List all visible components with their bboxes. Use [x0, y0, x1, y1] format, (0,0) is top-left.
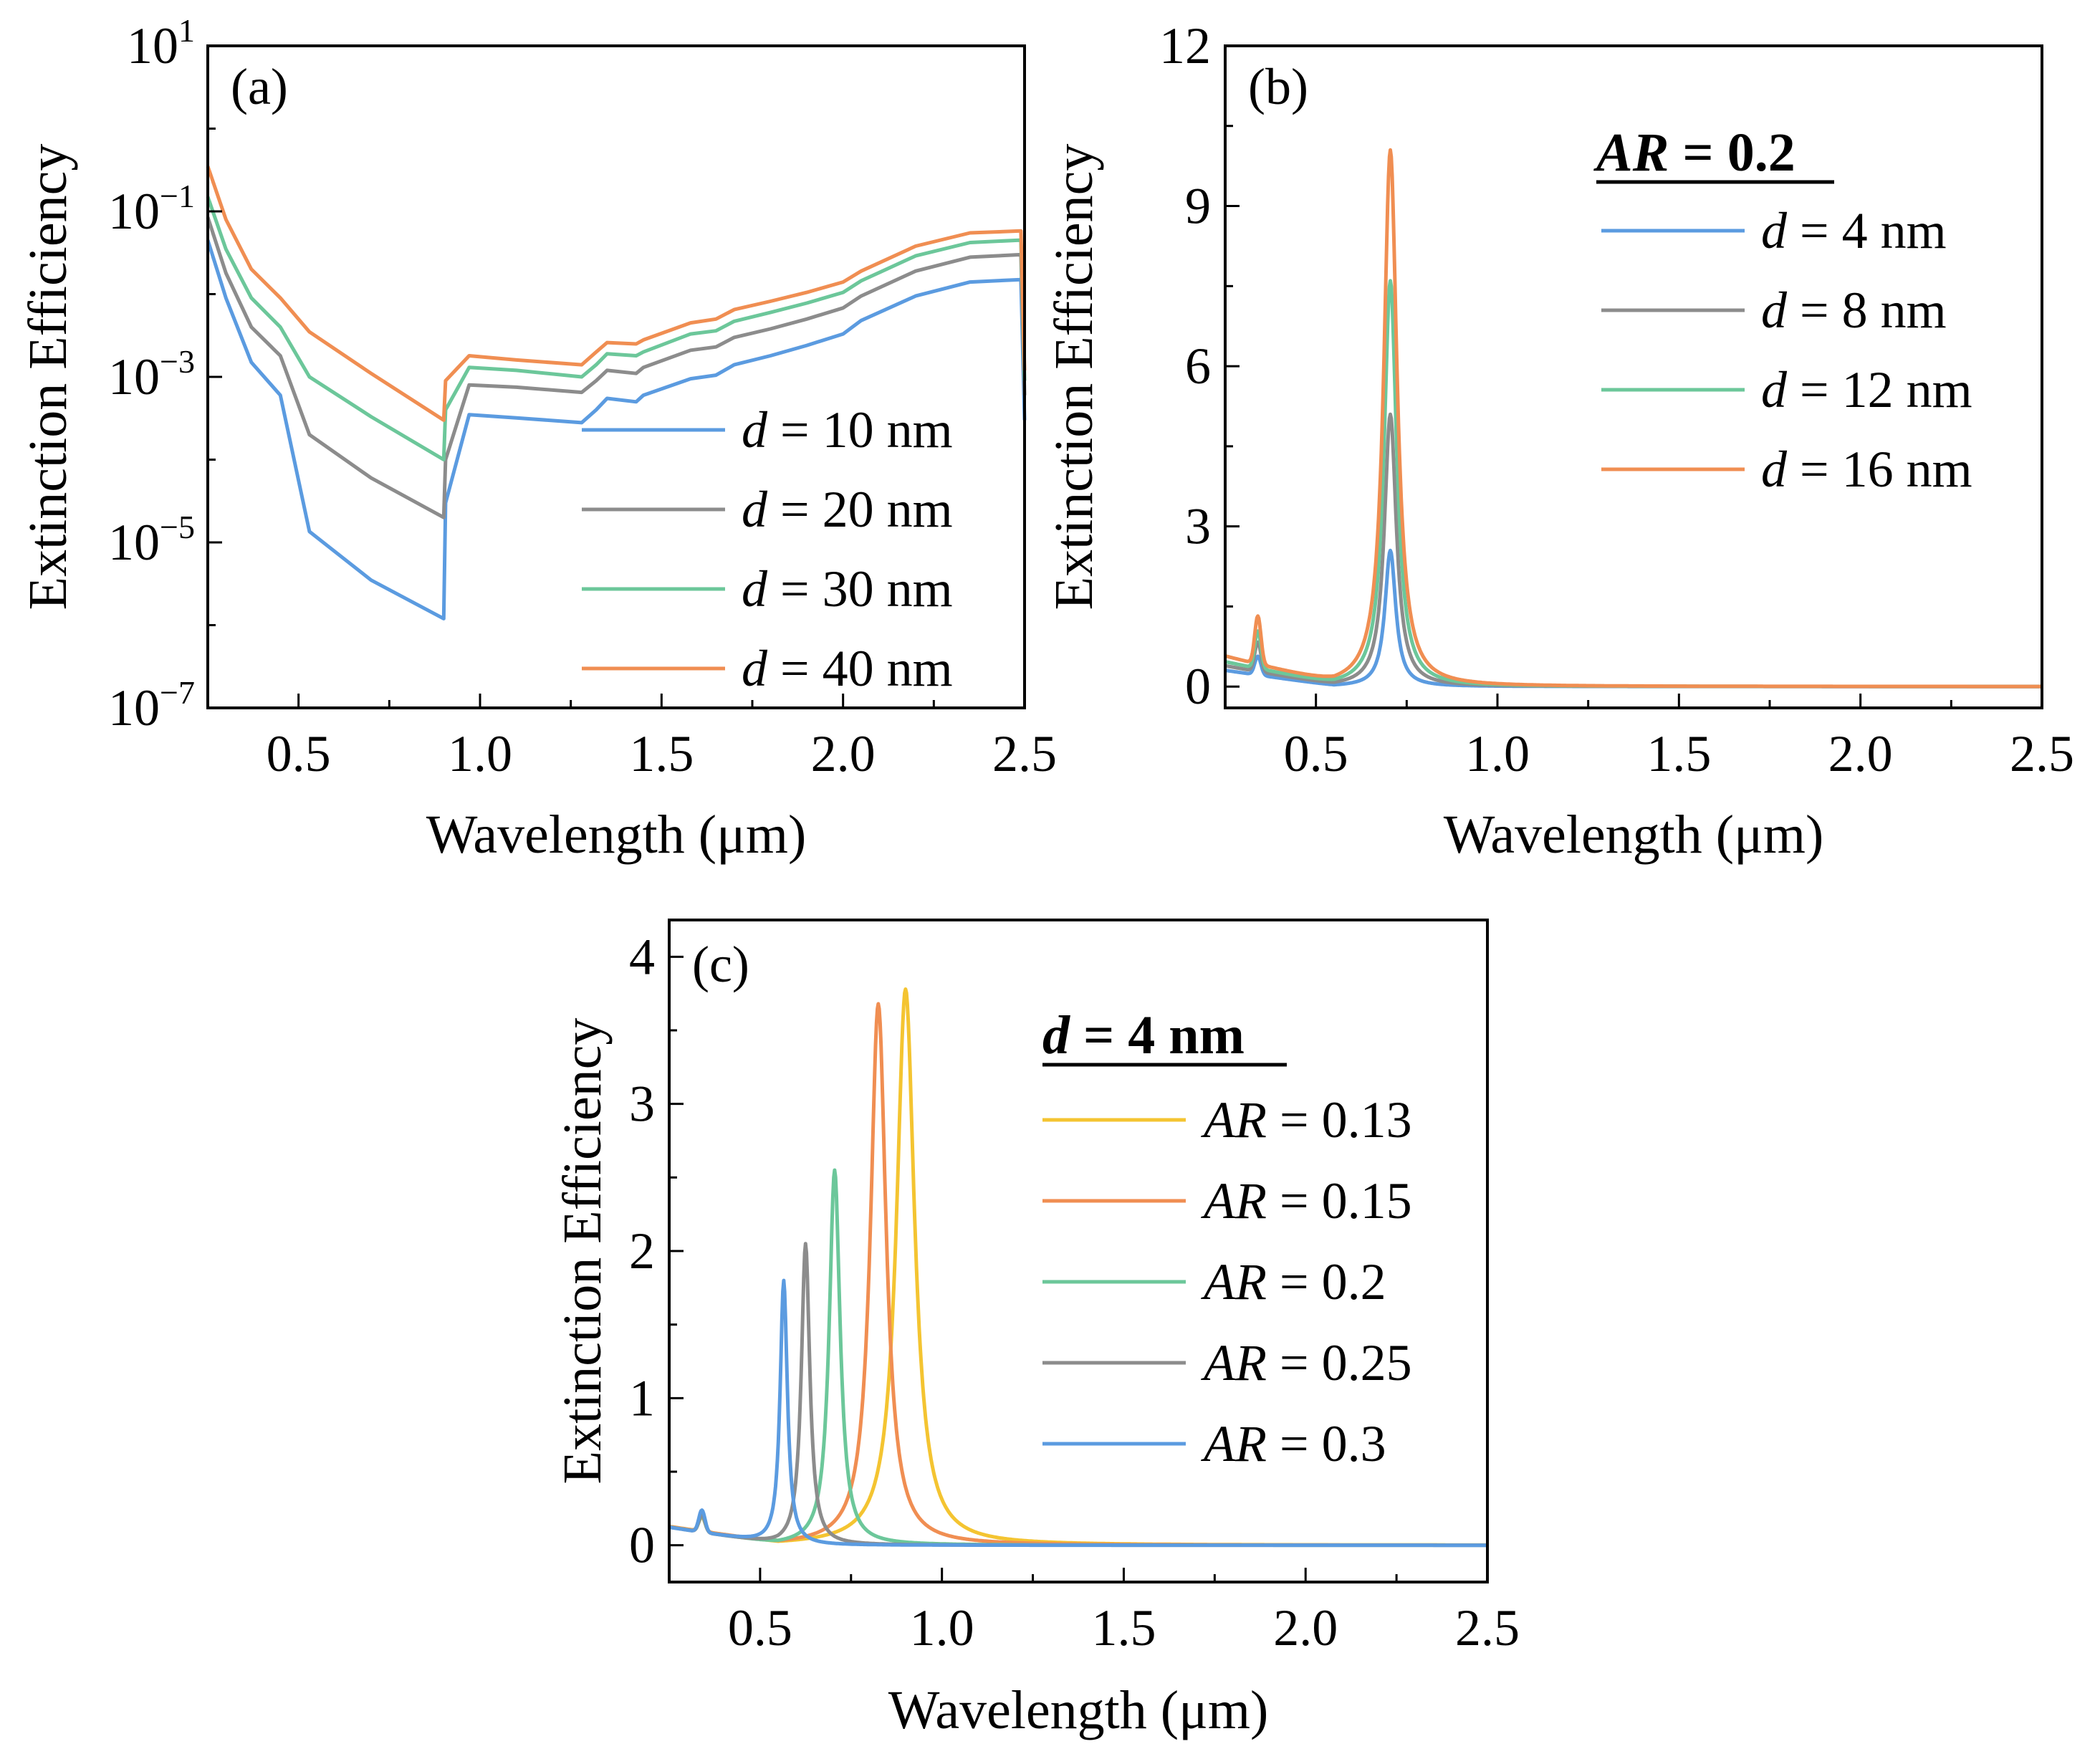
- panel-b-y-tick-label: 3: [1185, 498, 1211, 555]
- panel-b-legend: AR = 0.2 d = 4 nm d = 8 nm d = 12 nm d = 16 …: [1593, 123, 1972, 498]
- panel-b-y-axis-label: Extinction Efficiency: [1044, 144, 1104, 610]
- legend-entry: d = 12 nm: [1761, 361, 1972, 418]
- panel-c-y-tick-label: 4: [629, 928, 655, 985]
- panel-b-x-tick-label: 1.5: [1646, 725, 1711, 782]
- panel-a-legend: d = 10 nm d = 20 nm d = 30 nm d = 40 nm: [582, 401, 953, 697]
- panel-b-x-tick-label: 2.0: [1828, 725, 1893, 782]
- panel-b-x-tick-label: 2.5: [2010, 725, 2074, 782]
- panel-c-y-tick-label: 3: [629, 1075, 655, 1133]
- panel-b-y-tick-label: 12: [1159, 17, 1211, 75]
- series-line--16-nm: [1224, 148, 2043, 689]
- legend-entry: AR = 0.15: [1201, 1172, 1412, 1230]
- panel-b-y-tick-label: 9: [1185, 178, 1211, 235]
- legend-entry: d = 16 nm: [1761, 441, 1972, 498]
- legend-entry: d = 4 nm: [1761, 202, 1947, 259]
- panel-c-y-tick-label: 2: [629, 1222, 655, 1280]
- panel-c-y-axis-label: Extinction Efficiency: [552, 1018, 613, 1485]
- panel-c-y-tick-label: 1: [629, 1369, 655, 1427]
- panel-c-x-tick-label: 1.0: [910, 1599, 974, 1657]
- panel-a-ticks: 0.5 1.0 1.5 2.0 2.5 101 10−1 10−3 10−5 10−7: [108, 12, 1057, 782]
- panel-c-x-tick-label: 2.5: [1455, 1599, 1520, 1657]
- panel-c-x-tick-label: 2.0: [1273, 1599, 1338, 1657]
- legend-entry: AR = 0.3: [1201, 1415, 1386, 1472]
- panel-c-x-tick-label: 1.5: [1091, 1599, 1156, 1657]
- panel-c-series: [668, 987, 1489, 1548]
- panel-a-y-tick-label: 101: [127, 12, 195, 75]
- panel-a: 0.5 1.0 1.5 2.0 2.5 101 10−1 10−3 10−5 10−7 (a) W…: [18, 12, 1057, 865]
- panel-c-ticks: 0.5 1.0 1.5 2.0 2.5 0 1 2 3 4: [629, 928, 1520, 1657]
- panel-a-x-tick-label: 0.5: [267, 725, 331, 782]
- panel-a-label: (a): [231, 58, 288, 115]
- panel-a-x-axis-label: Wavelength (μm): [426, 805, 807, 865]
- panel-b-y-tick-label: 6: [1185, 337, 1211, 395]
- panel-a-x-tick-label: 2.0: [811, 725, 876, 782]
- series-line--30-nm: [206, 196, 1027, 461]
- legend-entry: AR = 0.25: [1201, 1334, 1412, 1391]
- panel-c-x-tick-label: 0.5: [728, 1599, 792, 1657]
- panel-b-x-tick-label: 1.0: [1465, 725, 1530, 782]
- series-line--0-3: [668, 1278, 1489, 1548]
- panel-a-x-tick-label: 1.5: [629, 725, 694, 782]
- panel-a-series: [206, 166, 1027, 620]
- panel-a-y-tick-label: 10−3: [108, 343, 195, 406]
- panel-a-y-tick-label: 10−7: [108, 674, 195, 737]
- panel-c-x-axis-label: Wavelength (μm): [888, 1680, 1269, 1740]
- panel-b-label: (b): [1248, 58, 1308, 115]
- panel-b-series: [1224, 148, 2043, 689]
- panel-b-frame: [1224, 44, 2043, 709]
- series-line--20-nm: [206, 216, 1027, 519]
- panel-c-legend: d = 4 nm AR = 0.13 AR = 0.15 AR = 0.2 AR = 0…: [1042, 1005, 1412, 1472]
- legend-entry: d = 8 nm: [1761, 282, 1947, 339]
- panel-a-y-tick-label: 10−1: [108, 178, 195, 240]
- legend-entry: d = 20 nm: [742, 481, 953, 538]
- panel-a-x-tick-label: 2.5: [992, 725, 1057, 782]
- legend-entry: d = 40 nm: [742, 640, 953, 697]
- legend-entry: AR = 0.13: [1201, 1091, 1412, 1149]
- panel-b-ticks: 0.5 1.0 1.5 2.0 2.5 0 3 6 9 12: [1159, 17, 2074, 782]
- legend-title: AR = 0.2: [1593, 123, 1795, 183]
- panel-b-y-tick-label: 0: [1185, 658, 1211, 715]
- panel-b-x-tick-label: 0.5: [1284, 725, 1348, 782]
- series-line--40-nm: [206, 166, 1027, 422]
- legend-entry: d = 30 nm: [742, 560, 953, 618]
- panel-b: 0.5 1.0 1.5 2.0 2.5 0 3 6 9 12 (b) Wavelength (μm…: [1044, 17, 2074, 865]
- series-line--10-nm: [206, 239, 1027, 620]
- panel-c-y-tick-label: 0: [629, 1517, 655, 1574]
- legend-entry: d = 10 nm: [742, 401, 953, 459]
- legend-entry: AR = 0.2: [1201, 1253, 1386, 1310]
- panel-c-label: (c): [692, 936, 749, 993]
- panel-a-x-tick-label: 1.0: [448, 725, 512, 782]
- panel-c: 0.5 1.0 1.5 2.0 2.5 0 1 2 3 4 (c) Wavelength (μm)…: [552, 919, 1520, 1740]
- panel-a-y-axis-label: Extinction Efficiency: [18, 144, 78, 610]
- panel-b-x-axis-label: Wavelength (μm): [1444, 805, 1824, 865]
- legend-title: d = 4 nm: [1042, 1005, 1245, 1065]
- panel-a-y-tick-label: 10−5: [108, 509, 195, 571]
